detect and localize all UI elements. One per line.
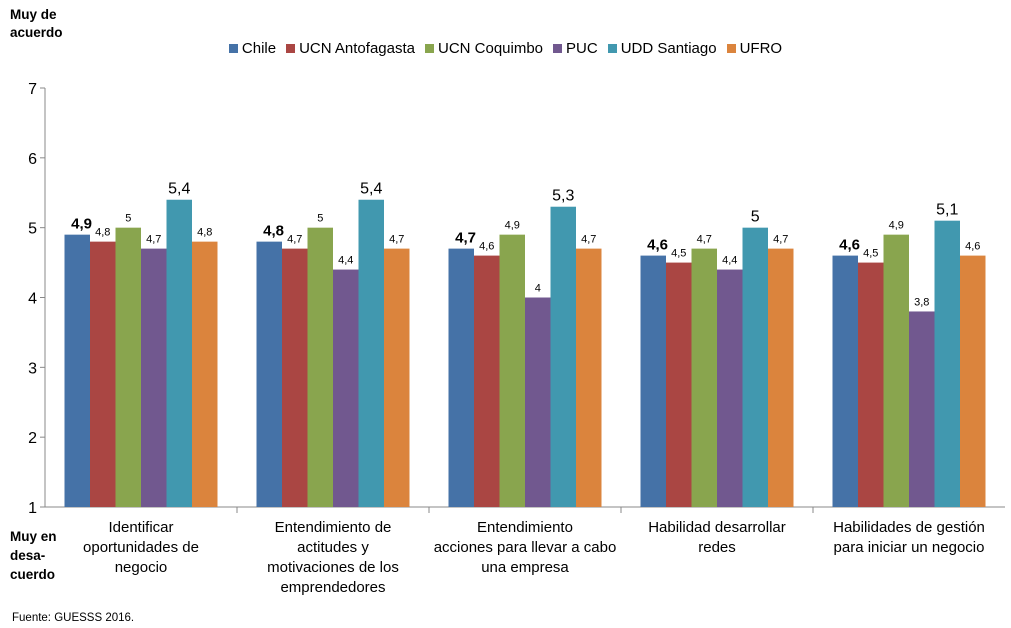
- data-label: 4,9: [505, 220, 520, 232]
- bar-ucn-antofagasta: [282, 248, 308, 507]
- data-label: 4,9: [71, 216, 92, 233]
- legend-item: PUC: [553, 40, 598, 57]
- legend-label: UFRO: [739, 40, 783, 57]
- y-axis-top-label: Muy de acuerdo: [10, 7, 63, 40]
- data-label: 4,7: [697, 234, 712, 246]
- data-label: 4,6: [647, 237, 668, 254]
- legend-label: UCN Antofagasta: [299, 40, 415, 57]
- bar-puc: [333, 269, 359, 507]
- legend-item: UCN Antofagasta: [286, 40, 415, 57]
- data-label: 4,9: [889, 220, 904, 232]
- data-label: 4,7: [389, 234, 404, 246]
- bar-ufro: [384, 248, 410, 507]
- legend-item: Chile: [228, 40, 277, 57]
- bar-puc: [525, 297, 551, 507]
- data-label: 5: [317, 213, 323, 225]
- data-label: 4,4: [722, 255, 737, 267]
- y-axis-bottom-label: Muy en desa-cuerdo: [10, 529, 57, 582]
- legend-item: UDD Santiago: [607, 40, 717, 57]
- bar-udd-santiago: [550, 206, 576, 507]
- bar-ucn-coquimbo: [691, 248, 717, 507]
- bar-ucn-antofagasta: [90, 241, 116, 507]
- y-tick-label: 7: [28, 81, 37, 98]
- x-category-label: Entendimiento de actitudes y motivaciones …: [267, 519, 399, 596]
- y-tick-label: 4: [28, 291, 37, 308]
- data-label: 4,6: [839, 237, 860, 254]
- bar-ufro: [576, 248, 602, 507]
- legend-swatch: [286, 44, 296, 53]
- x-category-label: Habilidad desarrollar redes: [648, 519, 786, 556]
- bar-ucn-coquimbo: [883, 234, 909, 507]
- x-category-label: Entendimiento acciones para llevar a cabo…: [433, 519, 617, 576]
- bar-ucn-coquimbo: [115, 227, 141, 507]
- data-label: 4,7: [455, 230, 476, 247]
- data-label: 4,6: [479, 241, 494, 253]
- data-label: 4,5: [863, 248, 878, 260]
- data-label: 5,4: [360, 181, 382, 198]
- bar-ufro: [960, 255, 986, 507]
- bar-chile: [448, 248, 474, 507]
- bar-chile: [640, 255, 666, 507]
- legend-item: UFRO: [726, 40, 783, 57]
- bar-ucn-coquimbo: [307, 227, 333, 507]
- source-note: Fuente: GUESSS 2016.: [12, 612, 135, 624]
- data-label: 4,7: [146, 234, 161, 246]
- bar-udd-santiago: [934, 220, 960, 507]
- data-label: 4,8: [263, 223, 284, 240]
- y-tick-label: 5: [28, 221, 37, 238]
- data-label: 5,1: [936, 202, 958, 219]
- bar-ucn-coquimbo: [499, 234, 525, 507]
- data-label: 4,7: [773, 234, 788, 246]
- legend-label: UCN Coquimbo: [437, 40, 544, 57]
- data-label: 4: [535, 283, 541, 295]
- bar-chile: [64, 234, 90, 507]
- bar-puc: [717, 269, 743, 507]
- y-tick-label: 2: [28, 430, 37, 447]
- data-label: 4,4: [338, 255, 353, 267]
- legend-label: Chile: [241, 40, 277, 57]
- legend: Chile UCN Antofagasta UCN Coquimbo PUC UDD S…: [0, 40, 1011, 57]
- data-label: 3,8: [914, 296, 929, 308]
- bar-chile: [256, 241, 282, 507]
- bar-udd-santiago: [742, 227, 768, 507]
- bar-udd-santiago: [166, 199, 192, 507]
- bar-udd-santiago: [358, 199, 384, 507]
- bar-ucn-antofagasta: [858, 262, 884, 507]
- data-label: 5: [751, 209, 760, 226]
- data-label: 5: [125, 213, 131, 225]
- legend-swatch: [553, 44, 563, 53]
- legend-swatch: [726, 44, 736, 53]
- legend-label: UDD Santiago: [620, 40, 717, 57]
- legend-swatch: [607, 44, 617, 53]
- bar-ufro: [768, 248, 794, 507]
- data-label: 4,8: [197, 227, 212, 239]
- bar-puc: [909, 311, 935, 507]
- legend-item: UCN Coquimbo: [424, 40, 544, 57]
- bar-ufro: [192, 241, 218, 507]
- bar-ucn-antofagasta: [474, 255, 500, 507]
- data-label: 4,8: [95, 227, 110, 239]
- data-label: 5,3: [552, 188, 574, 205]
- x-category-label: Habilidades de gestión para iniciar un ne…: [833, 519, 985, 556]
- data-label: 4,5: [671, 248, 686, 260]
- bar-ucn-antofagasta: [666, 262, 692, 507]
- legend-swatch: [228, 44, 238, 53]
- y-tick-label: 3: [28, 360, 37, 377]
- bar-puc: [141, 248, 167, 507]
- y-tick-label: 1: [28, 500, 37, 517]
- legend-swatch: [424, 44, 434, 53]
- x-category-label: Identificar oportunidades de negocio: [83, 519, 199, 576]
- data-label: 4,7: [581, 234, 596, 246]
- data-label: 4,7: [287, 234, 302, 246]
- legend-label: PUC: [566, 40, 598, 57]
- y-tick-label: 6: [28, 151, 37, 168]
- bar-chile: [832, 255, 858, 507]
- data-label: 5,4: [168, 181, 190, 198]
- data-label: 4,6: [965, 241, 980, 253]
